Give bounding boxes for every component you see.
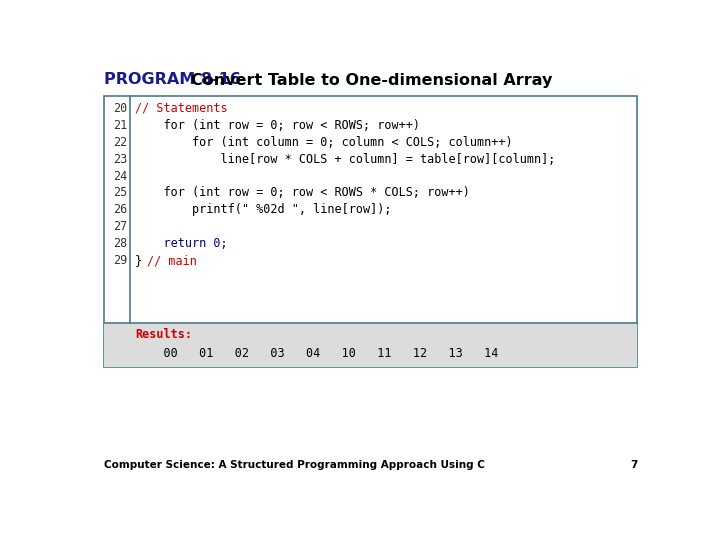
Text: Results:: Results: <box>135 328 192 341</box>
Text: 26: 26 <box>113 204 127 217</box>
Text: 7: 7 <box>630 460 637 470</box>
Text: printf(" %02d ", line[row]);: printf(" %02d ", line[row]); <box>135 204 392 217</box>
Bar <box>104 96 637 367</box>
Text: 25: 25 <box>113 186 127 199</box>
Text: 20: 20 <box>113 102 127 115</box>
Text: 00   01   02   03   04   10   11   12   13   14: 00 01 02 03 04 10 11 12 13 14 <box>135 347 498 360</box>
Text: 27: 27 <box>113 220 127 233</box>
Text: 22: 22 <box>113 136 127 148</box>
Text: return 0;: return 0; <box>135 237 228 250</box>
Text: 24: 24 <box>113 170 127 183</box>
Text: Computer Science: A Structured Programming Approach Using C: Computer Science: A Structured Programmi… <box>104 460 485 470</box>
Text: for (int column = 0; column < COLS; column++): for (int column = 0; column < COLS; colu… <box>135 136 513 148</box>
Text: for (int row = 0; row < ROWS; row++): for (int row = 0; row < ROWS; row++) <box>135 119 420 132</box>
Text: 29: 29 <box>113 254 127 267</box>
Bar <box>104 323 637 367</box>
Text: for (int row = 0; row < ROWS * COLS; row++): for (int row = 0; row < ROWS * COLS; row… <box>135 186 470 199</box>
Text: 21: 21 <box>113 119 127 132</box>
Text: Convert Table to One-dimensional Array: Convert Table to One-dimensional Array <box>191 72 552 87</box>
Text: }: } <box>135 254 156 267</box>
Text: line[row * COLS + column] = table[row][column];: line[row * COLS + column] = table[row][c… <box>135 153 555 166</box>
Text: 23: 23 <box>113 153 127 166</box>
Text: // main: // main <box>147 254 197 267</box>
Text: // Statements: // Statements <box>135 102 228 115</box>
Text: PROGRAM 8-16: PROGRAM 8-16 <box>104 72 240 87</box>
Text: 28: 28 <box>113 237 127 250</box>
